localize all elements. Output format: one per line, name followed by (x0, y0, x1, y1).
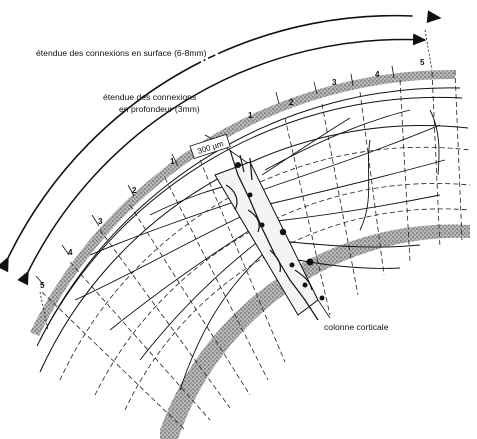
column-number-right-5: 5 (420, 58, 425, 67)
column-number-right-1: 1 (248, 111, 253, 120)
column-number-right-4: 4 (375, 70, 380, 79)
white-matter-band (160, 224, 470, 439)
column-number-left-2: 2 (132, 186, 137, 195)
column-numbers-left: 1 2 3 4 5 (40, 157, 175, 290)
column-number-right-2: 2 (289, 98, 294, 107)
extent-end-markers (39, 29, 433, 331)
depth-extent-label-line1: étendue des connexions (103, 92, 196, 102)
column-number-right-3: 3 (332, 78, 337, 87)
depth-extent-arrow (17, 33, 427, 286)
column-label: colonne corticale (324, 322, 389, 332)
surface-extent-label: étendue des connexions en surface (6-8mm… (36, 48, 207, 58)
column-numbers-right: 1 2 3 4 5 (248, 58, 425, 120)
column-number-left-5: 5 (40, 281, 45, 290)
column-label-pointer (317, 299, 331, 319)
depth-extent-label-line2: en profondeur (3mm) (119, 104, 200, 114)
column-number-ticks (35, 65, 395, 286)
layer-dashed-arcs (59, 146, 471, 411)
column-number-left-3: 3 (98, 217, 103, 226)
column-number-left-4: 4 (68, 248, 73, 257)
column-number-left-1: 1 (170, 157, 175, 166)
